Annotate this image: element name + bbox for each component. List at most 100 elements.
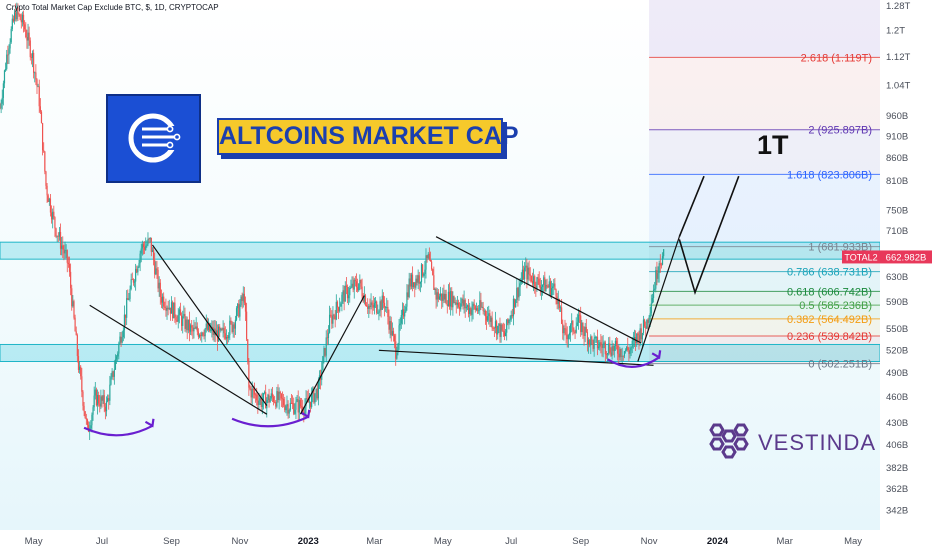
candle-body: [418, 275, 420, 284]
candle-body: [488, 313, 490, 317]
candle-body: [246, 311, 248, 340]
candle-body: [341, 294, 343, 304]
candle-body: [420, 264, 423, 282]
candle-body: [129, 289, 131, 299]
candle-body: [587, 339, 590, 345]
candle-body: [13, 12, 16, 22]
candle-body: [93, 395, 95, 408]
y-tick-label: 406B: [886, 440, 908, 451]
y-tick-label: 630B: [886, 272, 908, 283]
candle-body: [380, 301, 382, 310]
y-tick-label: 590B: [886, 297, 908, 308]
candle-body: [611, 346, 613, 356]
candle-body: [580, 315, 582, 332]
candle-body: [271, 393, 274, 397]
candle-body: [479, 300, 481, 311]
candle-body: [195, 326, 197, 329]
candle-body: [519, 283, 521, 287]
candle-body: [460, 303, 462, 310]
candle-body: [400, 315, 402, 324]
candle-body: [552, 286, 554, 289]
candle-body: [299, 400, 302, 407]
candle-body: [365, 305, 368, 307]
fib-band: [649, 318, 880, 336]
candle-body: [598, 346, 600, 349]
candle-body: [109, 384, 111, 401]
candle-body: [49, 198, 52, 213]
candle-body: [5, 68, 7, 71]
x-tick-label: Sep: [572, 536, 589, 547]
candle-body: [254, 394, 257, 396]
fib-band: [649, 335, 880, 364]
candle-body: [541, 284, 544, 287]
candle-body: [102, 395, 104, 401]
candle-body: [31, 52, 34, 58]
candle-body: [480, 300, 482, 308]
arrow-head: [651, 350, 662, 360]
candle-body: [99, 403, 101, 407]
candle-body: [266, 399, 268, 409]
candle-body: [493, 327, 495, 329]
candle-body: [462, 298, 464, 306]
candle-body: [323, 348, 325, 357]
candle-body: [305, 398, 307, 406]
candle-body: [72, 301, 74, 307]
candle-body: [566, 334, 568, 340]
candle-body: [111, 371, 113, 378]
candle-body: [512, 298, 515, 317]
candle-body: [442, 293, 444, 301]
candle-body: [110, 377, 112, 385]
candle-body: [451, 291, 453, 308]
candle-body: [395, 341, 397, 359]
candle-body: [262, 393, 265, 402]
fib-level-label: 0.5 (585.236B): [799, 300, 872, 312]
candle-body: [201, 332, 203, 336]
candle-body: [636, 333, 638, 344]
candle-body: [417, 275, 419, 283]
candle-body: [44, 151, 46, 172]
candle-body: [298, 400, 300, 413]
candle-body: [127, 298, 129, 300]
candle-body: [555, 289, 557, 297]
x-tick-label: Sep: [163, 536, 180, 547]
candle-body: [407, 292, 409, 297]
candle-body: [71, 288, 73, 307]
candle-body: [536, 277, 538, 289]
candle-body: [484, 310, 487, 317]
candle-body: [408, 278, 410, 297]
candle-body: [475, 308, 478, 310]
candle-body: [428, 253, 430, 260]
support-resistance-zone: [0, 343, 881, 363]
candle-body: [472, 303, 474, 310]
projection-path: [678, 175, 740, 295]
candle-body: [94, 389, 96, 396]
candle-body: [11, 18, 13, 29]
candle-body: [98, 395, 100, 404]
y-tick-label: 1.2T: [886, 26, 905, 37]
curved-arrow: [83, 424, 153, 437]
candle-body: [429, 259, 432, 262]
candle-body: [176, 320, 178, 322]
candle-body: [160, 297, 163, 303]
candle-body: [539, 285, 541, 291]
candle-body: [17, 7, 19, 14]
altcoins-market-cap-banner: ALTCOINS MARKET CAP: [217, 118, 519, 155]
candle-body: [81, 376, 83, 392]
candle-body: [438, 296, 441, 300]
candle-body: [57, 235, 59, 237]
candle-body: [224, 333, 226, 339]
candle-body: [445, 293, 447, 305]
candle-body: [423, 274, 425, 276]
candle-body: [507, 319, 509, 324]
candle-body: [2, 83, 4, 98]
candle-body: [525, 265, 527, 268]
candle-body: [474, 306, 476, 310]
candle-body: [289, 402, 291, 410]
candle-body: [164, 306, 166, 308]
candle-body: [187, 319, 189, 331]
arrow-head: [300, 409, 311, 419]
candle-body: [209, 323, 211, 332]
candle-body: [214, 328, 216, 336]
candle-body: [272, 396, 275, 402]
candle-body: [463, 299, 465, 306]
